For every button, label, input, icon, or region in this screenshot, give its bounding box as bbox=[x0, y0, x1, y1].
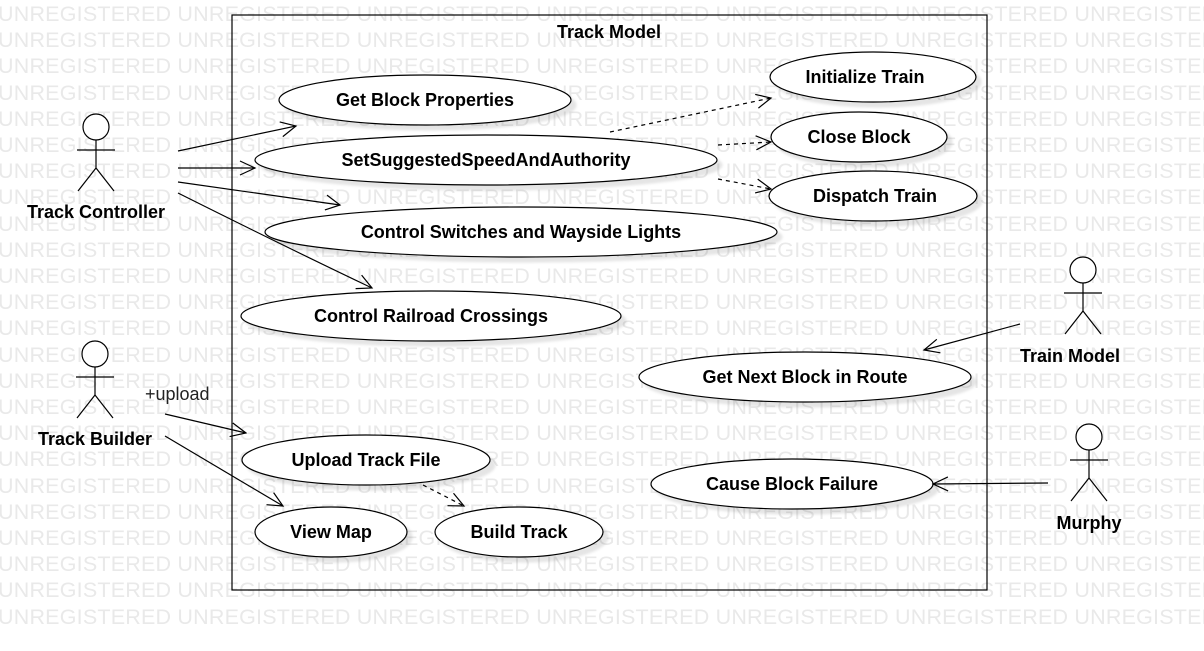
arrowhead bbox=[447, 492, 466, 507]
use-case-label: Control Switches and Wayside Lights bbox=[361, 222, 681, 242]
association-edge bbox=[164, 413, 247, 434]
arrowhead bbox=[229, 422, 248, 438]
system-title: Track Model bbox=[557, 22, 661, 42]
association-edge bbox=[177, 125, 297, 152]
dependency-edge bbox=[609, 97, 772, 133]
arrowhead bbox=[266, 492, 285, 507]
use-case-label: Get Next Block in Route bbox=[702, 367, 907, 387]
actor-track-builder[interactable] bbox=[76, 340, 114, 419]
use-case-label: Control Railroad Crossings bbox=[314, 306, 548, 326]
use-case-build-track[interactable]: Build Track bbox=[434, 506, 604, 558]
actor-train-model[interactable] bbox=[1064, 256, 1102, 335]
actor-track-controller[interactable] bbox=[77, 113, 115, 192]
arrowhead bbox=[931, 476, 949, 492]
use-case-upload-track-file[interactable]: Upload Track File bbox=[241, 434, 491, 486]
arrowhead bbox=[239, 160, 257, 176]
use-case-label: Cause Block Failure bbox=[706, 474, 878, 494]
arrowhead bbox=[279, 121, 298, 138]
use-case-label: Upload Track File bbox=[291, 450, 440, 470]
use-case-cause-block-failure[interactable]: Cause Block Failure bbox=[650, 458, 934, 510]
associations bbox=[164, 121, 1049, 507]
edge-label-upload: +upload bbox=[145, 384, 210, 404]
use-case-label: Dispatch Train bbox=[813, 186, 937, 206]
dependency-edge bbox=[717, 178, 772, 190]
actor-label-murphy: Murphy bbox=[1057, 513, 1122, 533]
actor-head bbox=[1069, 256, 1097, 284]
actor-head bbox=[1075, 423, 1103, 451]
actor-murphy[interactable] bbox=[1070, 423, 1108, 502]
use-case-set-suggested-speed-and-authority[interactable]: SetSuggestedSpeedAndAuthority bbox=[254, 134, 718, 186]
arrowhead bbox=[355, 274, 374, 290]
arrowhead bbox=[755, 135, 773, 151]
actor-head bbox=[82, 113, 110, 141]
actor-label-track-builder: Track Builder bbox=[38, 429, 152, 449]
use-case-control-railroad-crossings[interactable]: Control Railroad Crossings bbox=[240, 290, 622, 342]
use-case-close-block[interactable]: Close Block bbox=[770, 111, 948, 163]
association-edge bbox=[177, 192, 373, 289]
use-case-label: SetSuggestedSpeedAndAuthority bbox=[341, 150, 630, 170]
use-case-label: Close Block bbox=[807, 127, 911, 147]
use-case-label: Build Track bbox=[470, 522, 568, 542]
use-case-get-next-block-in-route[interactable]: Get Next Block in Route bbox=[638, 351, 972, 403]
dependency-edge bbox=[717, 141, 772, 146]
arrowhead bbox=[922, 338, 941, 354]
use-case-control-switches-and-wayside-lights[interactable]: Control Switches and Wayside Lights bbox=[264, 206, 778, 258]
use-case-initialize-train[interactable]: Initialize Train bbox=[769, 51, 977, 103]
association-edge bbox=[923, 323, 1021, 351]
association-edge bbox=[932, 482, 1049, 485]
use-case-view-map[interactable]: View Map bbox=[254, 506, 408, 558]
use-case-label: Initialize Train bbox=[805, 67, 924, 87]
use-case-label: Get Block Properties bbox=[336, 90, 514, 110]
dependencies bbox=[422, 93, 773, 507]
actor-label-track-controller: Track Controller bbox=[27, 202, 165, 222]
dependency-edge bbox=[422, 484, 465, 507]
use-case-get-block-properties[interactable]: Get Block Properties bbox=[278, 74, 572, 126]
arrowhead bbox=[324, 194, 342, 211]
actor-head bbox=[81, 340, 109, 368]
use-case-label: View Map bbox=[290, 522, 372, 542]
actor-label-train-model: Train Model bbox=[1020, 346, 1120, 366]
use-case-dispatch-train[interactable]: Dispatch Train bbox=[768, 170, 978, 222]
association-edge bbox=[164, 435, 284, 507]
association-edge bbox=[177, 181, 341, 206]
arrowhead bbox=[755, 93, 773, 109]
arrowhead bbox=[754, 178, 773, 194]
system-boundary bbox=[231, 14, 988, 591]
